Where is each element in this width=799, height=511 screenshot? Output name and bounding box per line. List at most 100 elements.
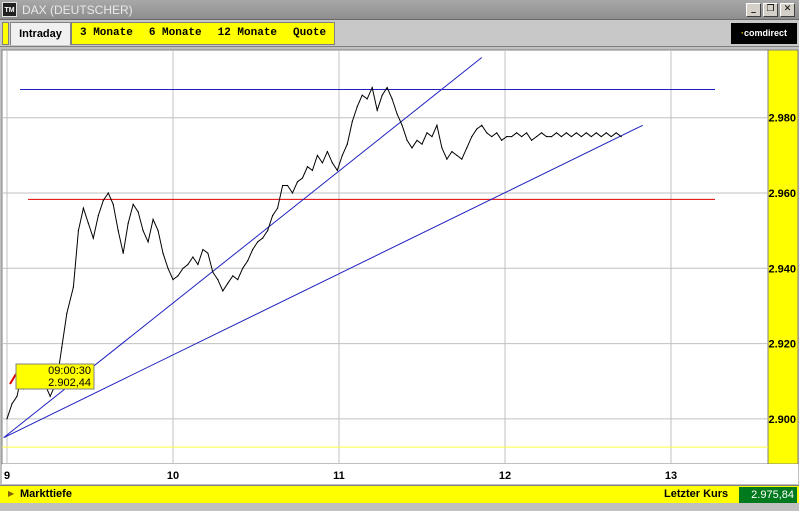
price-point-25	[127, 222, 129, 224]
y-tick-label-4: 2.980	[768, 113, 796, 125]
price-point-60	[301, 177, 304, 179]
price-point-55	[276, 207, 279, 209]
price-point-45	[227, 282, 229, 284]
price-point-14	[72, 286, 74, 288]
tab-12-monate[interactable]: 12 Monate	[217, 27, 278, 39]
tab-6-monate[interactable]: 6 Monate	[148, 27, 202, 39]
expand-arrow-icon[interactable]: ▶	[8, 489, 15, 498]
price-point-20	[102, 199, 104, 202]
price-point-22	[112, 203, 114, 205]
status-bar: ▶ Markttiefe Letzter Kurs 2.975,84	[0, 485, 799, 503]
price-point-62	[311, 169, 314, 172]
y-tick-label-3: 2.960	[768, 188, 796, 200]
price-point-94	[471, 135, 473, 138]
price-point-37	[187, 263, 189, 266]
tab-intraday[interactable]: Intraday	[10, 22, 71, 45]
intraday-chart[interactable]: 2.900 2.920 2.940 2.960 2.980 9 10 11 12 13 09:0…	[0, 48, 799, 485]
tab-3-monate[interactable]: 3 Monate	[80, 27, 133, 39]
price-point-77	[386, 87, 388, 89]
comdirect-logo: ·comdirect	[731, 23, 797, 44]
price-point-103	[516, 132, 518, 134]
price-point-104	[521, 135, 523, 138]
price-point-10	[49, 395, 51, 397]
price-point-39	[197, 263, 199, 266]
price-point-118	[590, 135, 592, 138]
price-point-34	[172, 278, 174, 281]
price-point-52	[262, 237, 264, 239]
app-logo: TM	[2, 2, 17, 17]
price-point-112	[560, 135, 563, 138]
price-point-92	[461, 158, 463, 160]
restore-button[interactable]: ❐	[763, 3, 778, 17]
price-point-116	[580, 135, 582, 138]
price-point-122	[610, 135, 612, 138]
y-tick-label-1: 2.920	[768, 339, 796, 351]
price-point-78	[391, 98, 393, 100]
price-point-57	[286, 184, 289, 187]
price-point-88	[441, 147, 443, 149]
price-point-123	[615, 132, 617, 134]
tooltip-time: 09:00:30	[48, 365, 91, 377]
price-point-51	[257, 241, 259, 243]
price-point-29	[147, 241, 149, 243]
tab-group: 3 Monate 6 Monate 12 Monate Quote	[71, 22, 336, 45]
minimize-button[interactable]: _	[746, 3, 761, 17]
x-tick-label-3: 12	[499, 470, 511, 482]
y-axis-labels: 2.900 2.920 2.940 2.960 2.980	[768, 113, 796, 426]
price-point-111	[555, 132, 558, 134]
price-point-87	[436, 124, 438, 126]
price-point-2	[16, 395, 18, 397]
price-point-43	[217, 278, 219, 281]
price-point-115	[575, 132, 577, 134]
crosshair-tooltip: 09:00:30 2.902,44	[9, 363, 95, 390]
price-point-110	[550, 135, 553, 138]
price-point-26	[132, 203, 134, 205]
price-point-74	[371, 87, 373, 89]
price-point-86	[431, 135, 433, 138]
price-point-93	[466, 147, 468, 149]
price-point-81	[406, 139, 408, 141]
tab-marker	[2, 22, 9, 45]
price-point-114	[570, 135, 573, 138]
y-tick-label-0: 2.900	[768, 414, 796, 426]
price-point-49	[247, 260, 249, 262]
price-point-32	[162, 252, 164, 254]
price-point-50	[252, 248, 254, 251]
price-point-17	[87, 222, 89, 224]
price-point-99	[496, 132, 498, 134]
chart-area[interactable]: 2.900 2.920 2.940 2.960 2.980 9 10 11 12 13 09:0…	[0, 48, 799, 485]
markttiefe-button[interactable]: Markttiefe	[20, 488, 72, 500]
price-point-66	[331, 162, 333, 164]
plot-background	[1, 49, 769, 465]
price-point-80	[401, 124, 403, 126]
price-point-119	[595, 132, 597, 134]
price-point-91	[456, 154, 458, 156]
price-point-65	[326, 151, 328, 153]
price-point-70	[351, 120, 353, 123]
tooltip-marker	[9, 373, 17, 385]
price-point-101	[506, 135, 508, 138]
price-point-68	[341, 154, 343, 156]
price-point-27	[137, 211, 139, 213]
price-point-0	[6, 418, 8, 420]
price-point-1	[11, 403, 13, 405]
x-tick-label-1: 10	[167, 470, 179, 482]
price-point-38	[192, 256, 194, 258]
price-point-12	[61, 346, 63, 348]
logo-prefix: ·	[740, 28, 744, 38]
price-point-107	[535, 135, 538, 138]
price-point-124	[620, 135, 622, 138]
tab-quote[interactable]: Quote	[293, 27, 327, 39]
price-point-47	[237, 278, 239, 281]
x-tick-label-2: 11	[333, 470, 345, 482]
price-point-19	[97, 215, 99, 217]
price-point-59	[296, 181, 299, 183]
price-point-63	[316, 154, 319, 156]
logo-name: comdirect	[743, 28, 787, 38]
price-point-64	[321, 162, 323, 164]
close-button[interactable]: ✕	[780, 3, 795, 17]
price-point-13	[66, 312, 68, 315]
price-point-46	[232, 275, 234, 277]
price-point-36	[182, 267, 184, 269]
bottom-strip	[0, 503, 799, 511]
